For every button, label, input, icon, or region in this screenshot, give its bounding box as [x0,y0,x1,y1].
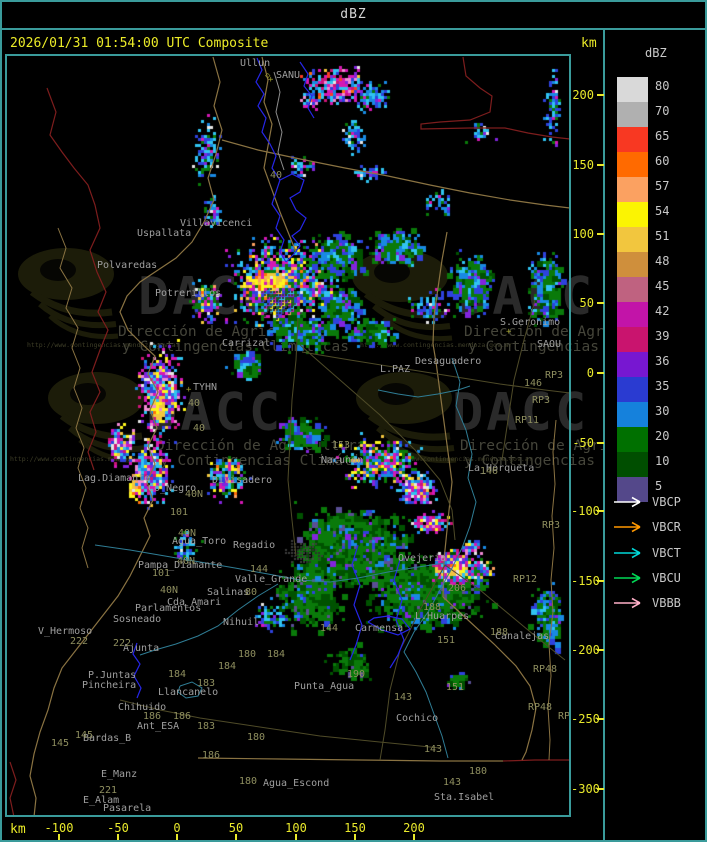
legend-swatch [617,202,648,227]
km-unit-top: km [581,36,597,51]
right-axis-tick-label: -250 [571,712,600,726]
bottom-axis-tick-label: 150 [344,821,366,835]
right-axis-tick-label: -50 [572,436,594,450]
right-axis-tick [597,788,604,790]
right-axis-tick-label: -200 [571,643,600,657]
legend-swatch [617,152,648,177]
legend-swatch-label: 57 [655,179,670,193]
bottom-axis-tick-label: -100 [44,821,74,835]
vector-arrow-icon [614,496,641,508]
legend-swatch [617,352,648,377]
legend-swatch-label: 48 [655,254,670,268]
right-axis-tick [597,94,604,96]
bottom-axis-tick-label: 200 [403,821,425,835]
legend-swatch [617,127,648,152]
legend-swatch-label: 30 [655,404,670,418]
right-axis-tick [597,233,604,235]
legend-swatch [617,227,648,252]
vector-arrow-icon [614,597,641,609]
legend-swatch-label: 65 [655,129,670,143]
legend-swatch-label: 45 [655,279,670,293]
right-axis-tick-label: -150 [571,574,600,588]
vector-arrow-icon [614,547,641,559]
right-axis-tick-label: 50 [579,296,594,310]
legend-swatch-label: 36 [655,354,670,368]
timestamp-label: 2026/01/31 01:54:00 UTC Composite [10,36,269,51]
right-axis-tick [597,372,604,374]
plot-border [5,54,571,817]
right-axis-tick-label: -300 [571,782,600,796]
vector-label: VBBB [652,596,681,610]
legend-swatch-label: 54 [655,204,670,218]
legend-swatch [617,177,648,202]
right-axis-tick [597,718,604,720]
bottom-axis-tick [295,834,297,840]
vector-arrow-icon [614,521,641,533]
bottom-axis-tick-label: 0 [173,821,181,835]
bottom-axis-tick [176,834,178,840]
panel-divider [603,28,605,842]
vector-label: VBCU [652,571,681,585]
legend-swatch-label: 60 [655,154,670,168]
legend-swatch-label: 39 [655,329,670,343]
legend-swatch [617,277,648,302]
legend-swatch [617,402,648,427]
bottom-axis-tick [413,834,415,840]
right-axis-tick-label: 100 [572,227,594,241]
legend-swatch [617,77,648,102]
bottom-axis-tick-label: -50 [107,821,129,835]
vector-arrow-icon [614,572,641,584]
vector-label: VBCT [652,546,681,560]
legend-swatch-label: 70 [655,104,670,118]
right-axis-tick [597,649,604,651]
bottom-axis-tick [58,834,60,840]
title-bar: dBZ [0,0,707,30]
legend-swatch-label: 35 [655,379,670,393]
right-axis-tick-label: 0 [586,366,594,380]
legend-swatch [617,377,648,402]
legend-swatch-label: 42 [655,304,670,318]
legend-swatch-label: 10 [655,454,670,468]
right-axis-tick [597,164,604,166]
page-title: dBZ [340,7,367,22]
right-axis-tick [597,580,604,582]
right-axis-tick-label: -100 [571,504,600,518]
bottom-axis-tick [235,834,237,840]
legend-swatch-label: 51 [655,229,670,243]
legend-swatch [617,302,648,327]
legend-swatch-label: 80 [655,79,670,93]
legend-title: dBZ [645,46,667,60]
vector-label: VBCR [652,520,681,534]
right-axis-tick-label: 150 [572,158,594,172]
bottom-axis-tick-label: 50 [228,821,244,835]
right-axis-tick [597,302,604,304]
bottom-axis-tick-label: 100 [285,821,307,835]
legend-swatch [617,252,648,277]
right-axis-tick-label: 200 [572,88,594,102]
legend-swatch [617,327,648,352]
right-axis-tick [597,510,604,512]
legend-swatch-label: 5 [655,479,663,493]
bottom-axis-tick [354,834,356,840]
legend-swatch [617,427,648,452]
km-unit-bottom: km [10,822,26,837]
legend-swatch [617,102,648,127]
legend-swatch-label: 20 [655,429,670,443]
legend-swatch [617,452,648,477]
right-axis-tick [597,442,604,444]
bottom-axis-tick [117,834,119,840]
vector-label: VBCP [652,495,681,509]
